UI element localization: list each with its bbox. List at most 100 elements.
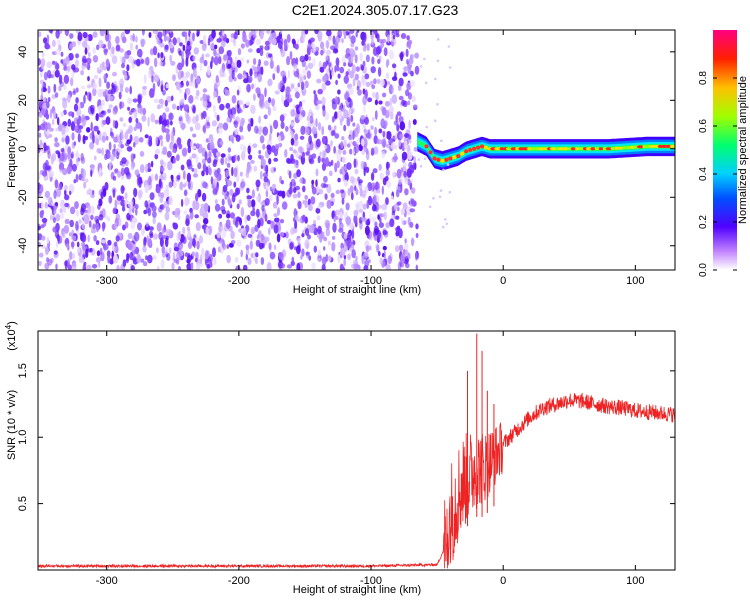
spectrogram-cell [393, 135, 399, 140]
spectrogram-cell [376, 78, 381, 85]
spectrogram-cell [180, 198, 184, 208]
spectrogram-cell [71, 132, 75, 141]
spectrogram-cell [121, 62, 125, 69]
spectrogram-cell [114, 168, 119, 174]
spectrogram-cell [127, 55, 134, 64]
spectrogram-cell [290, 109, 296, 117]
spectrogram-cell [363, 32, 367, 43]
spectrogram-cell [350, 192, 354, 201]
spectrogram-cell [98, 167, 102, 178]
spectrogram-cell [402, 72, 408, 77]
spectrogram-ytick-label: 0 [17, 146, 29, 152]
spectrogram-cell [121, 186, 125, 192]
spectrogram-cell [90, 121, 93, 132]
spectrogram-cell [166, 118, 170, 128]
spectrogram-cell [287, 70, 291, 79]
spectrogram-cell [305, 251, 310, 256]
spectrogram-cell [354, 168, 359, 175]
spectrogram-cell [349, 176, 355, 184]
spectrogram-cell [346, 162, 352, 171]
spectrogram-cell [214, 111, 218, 119]
spectrogram-cell [52, 39, 56, 48]
spectrogram-cell [376, 46, 381, 55]
spectrogram-cell [87, 248, 93, 253]
spectrogram-cell [64, 202, 69, 208]
spectrogram-cell [71, 41, 77, 48]
spectrogram-cell [95, 222, 100, 233]
spectrogram-cell [322, 150, 327, 157]
spectrogram-cell [349, 185, 354, 193]
spectrogram-cell [181, 124, 185, 131]
spectrogram-cell [114, 222, 118, 229]
spectrogram-cell [385, 168, 390, 177]
spectrogram-cell [348, 140, 353, 145]
snr-multiplier: (x104) [4, 321, 18, 351]
spectrogram-cell [140, 39, 145, 48]
spectrogram-cell [60, 148, 64, 153]
spectrogram-cell [129, 134, 133, 142]
spectrogram-cell [180, 164, 185, 171]
spectrogram-cell [278, 252, 284, 260]
spectrogram-cell [122, 123, 127, 127]
spectrogram-cell [273, 157, 279, 162]
spectrogram-cell [115, 235, 120, 242]
spectrogram-cell [313, 45, 317, 53]
spectrogram-cell [161, 245, 166, 254]
spectrogram-cell [61, 97, 68, 102]
spectrogram-cell [184, 31, 188, 40]
spectrogram-cell [437, 38, 440, 41]
spectrogram-cell [242, 73, 247, 80]
spectrogram-cell [345, 216, 352, 226]
spectrogram-cell [165, 235, 169, 241]
spectrogram-cell [139, 122, 142, 133]
spectrogram-cell [304, 127, 310, 136]
spectrogram-cell [158, 135, 163, 141]
spectrogram-cell [227, 147, 232, 153]
spectrogram-cell [302, 34, 306, 42]
spectrogram-cell [58, 184, 63, 191]
spectrogram-cell [317, 35, 323, 42]
spectrogram-cell [135, 44, 138, 50]
spectrogram-cell [247, 123, 252, 132]
signal-hotspot [610, 147, 616, 150]
spectrogram-cell [342, 104, 346, 113]
spectrogram-cell [351, 229, 355, 239]
spectrogram-cell [176, 154, 180, 162]
spectrogram-cell [408, 57, 414, 65]
spectrogram-cell [49, 215, 54, 221]
spectrogram-cell [192, 77, 196, 88]
spectrogram-cell [323, 236, 328, 242]
spectrogram-cell [404, 180, 409, 185]
signal-hotspot [561, 147, 570, 151]
spectrogram-cell [165, 83, 170, 89]
spectrogram-cell [55, 30, 60, 39]
spectrogram-cell [356, 30, 360, 33]
spectrogram-cell [220, 157, 225, 166]
spectrogram-cell [352, 77, 356, 87]
spectrogram-cell [119, 83, 124, 94]
spectrogram-cell [362, 95, 367, 106]
spectrogram-cell [308, 56, 312, 61]
spectrogram-cell [143, 74, 147, 84]
spectrogram-cell [353, 144, 360, 154]
signal-hotspot [444, 157, 449, 162]
spectrogram-cell [383, 211, 387, 221]
snr-xtick-label: -300 [96, 575, 118, 587]
spectrogram-cell [103, 91, 107, 98]
spectrogram-cell [52, 110, 57, 120]
spectrogram-cell [95, 257, 102, 263]
spectrogram-cell [160, 139, 163, 147]
spectrogram-cell [321, 82, 327, 91]
spectrogram-cell [112, 188, 116, 198]
signal-hotspot [642, 145, 647, 149]
spectrogram-cell [86, 57, 92, 65]
spectrogram-cell [100, 239, 107, 244]
spectrogram-cell [348, 55, 354, 64]
colorbar-gradient [713, 30, 737, 270]
spectrogram-cell [41, 201, 44, 210]
spectrogram-cell [371, 38, 374, 46]
spectrogram-cell [105, 149, 111, 160]
spectrogram-cell [158, 115, 163, 125]
spectrogram-cell [59, 152, 65, 162]
spectrogram-cell [415, 233, 419, 238]
